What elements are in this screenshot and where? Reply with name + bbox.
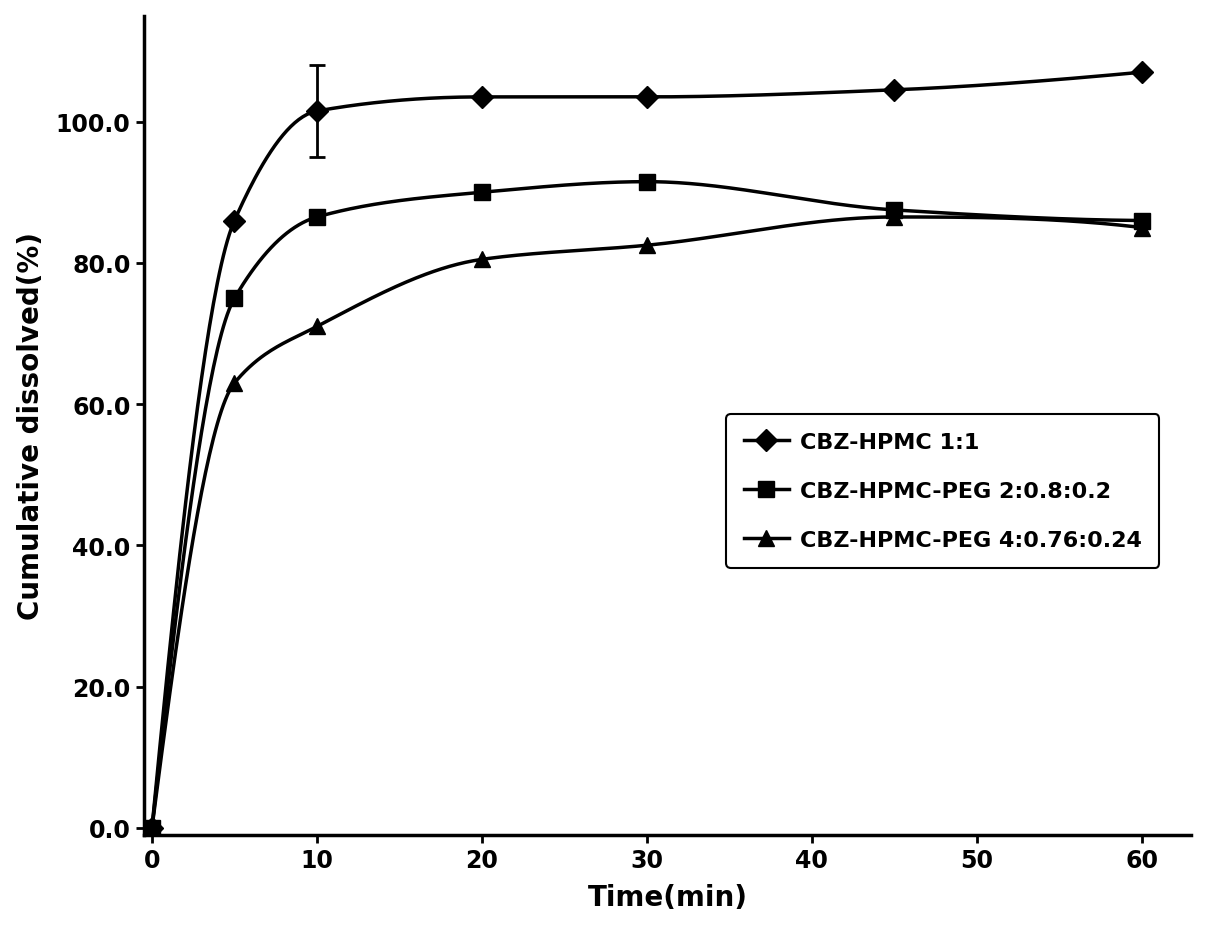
X-axis label: Time(min): Time(min) — [587, 883, 748, 911]
Legend: CBZ-HPMC 1:1, CBZ-HPMC-PEG 2:0.8:0.2, CBZ-HPMC-PEG 4:0.76:0.24: CBZ-HPMC 1:1, CBZ-HPMC-PEG 2:0.8:0.2, CB… — [726, 415, 1160, 568]
Y-axis label: Cumulative dissolved(%): Cumulative dissolved(%) — [17, 232, 45, 620]
